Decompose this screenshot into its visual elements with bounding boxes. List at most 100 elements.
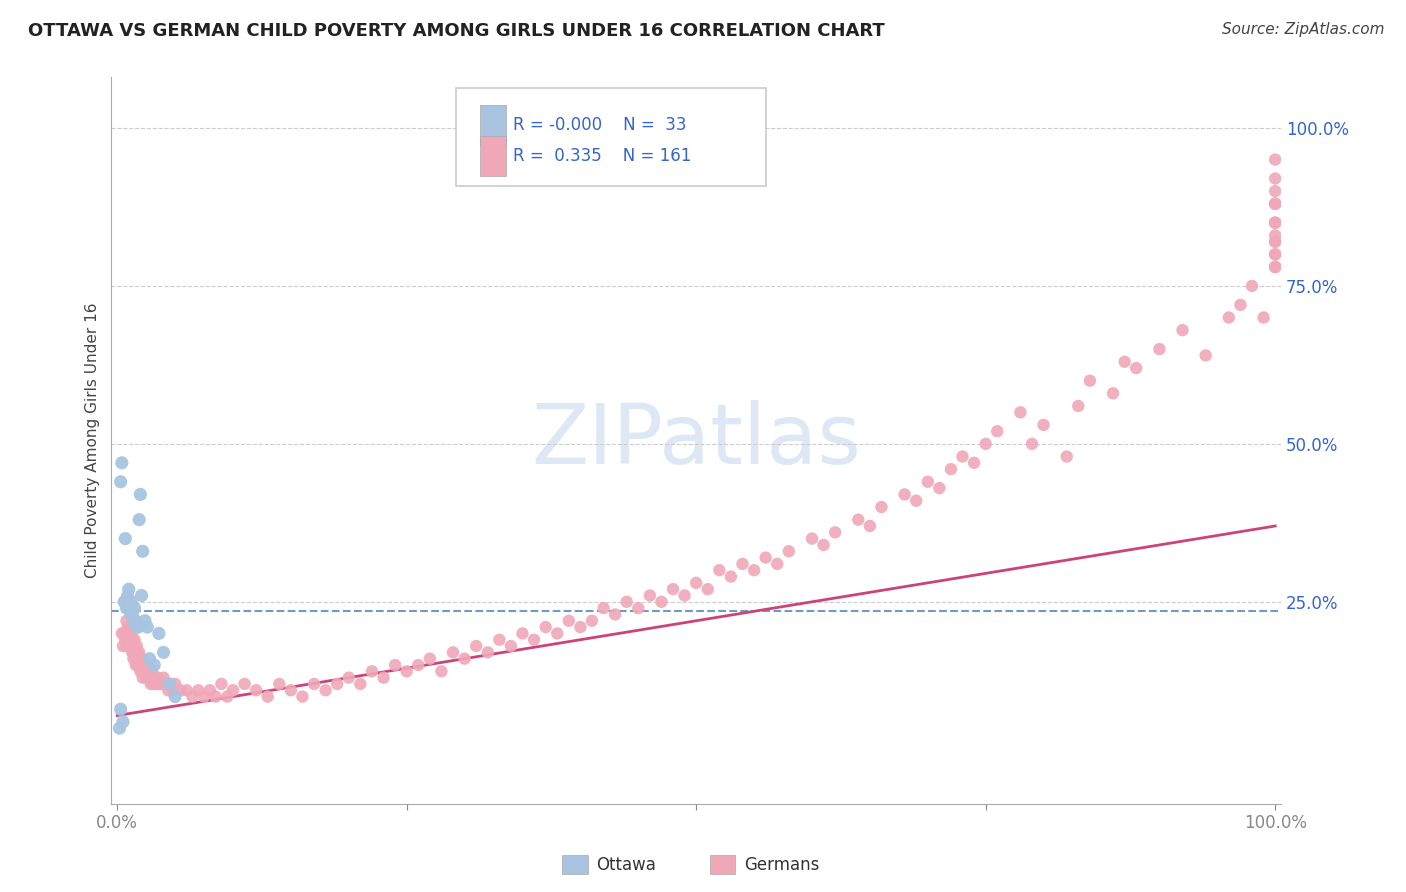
Point <box>1218 310 1240 325</box>
Point <box>1253 310 1275 325</box>
Point <box>315 683 337 698</box>
Point <box>1021 437 1043 451</box>
Point <box>650 595 672 609</box>
Point <box>110 475 132 489</box>
Point <box>204 690 226 704</box>
Point <box>952 450 974 464</box>
Point <box>118 620 141 634</box>
Point <box>395 665 418 679</box>
Point <box>129 651 152 665</box>
Point <box>138 651 160 665</box>
Point <box>419 651 441 665</box>
Point <box>245 683 267 698</box>
Point <box>162 683 184 698</box>
Point <box>846 513 869 527</box>
Point <box>128 513 150 527</box>
Point <box>430 665 453 679</box>
Point <box>122 651 145 665</box>
Point <box>134 614 156 628</box>
Point <box>129 487 152 501</box>
Point <box>209 677 232 691</box>
Point <box>122 639 145 653</box>
Point <box>176 683 198 698</box>
Point <box>181 690 204 704</box>
Point <box>627 601 650 615</box>
Point <box>1056 450 1078 464</box>
Point <box>1264 216 1286 230</box>
Point <box>114 532 136 546</box>
Point <box>143 658 166 673</box>
Point <box>963 456 986 470</box>
Point <box>1195 348 1218 362</box>
Point <box>118 639 141 653</box>
Point <box>117 589 139 603</box>
Point <box>974 437 997 451</box>
Point <box>117 620 139 634</box>
Point <box>638 589 661 603</box>
Point <box>859 519 882 533</box>
Point <box>157 677 180 691</box>
Text: OTTAWA VS GERMAN CHILD POVERTY AMONG GIRLS UNDER 16 CORRELATION CHART: OTTAWA VS GERMAN CHILD POVERTY AMONG GIR… <box>28 22 884 40</box>
Point <box>157 683 180 698</box>
Point <box>121 645 143 659</box>
Text: R = -0.000    N =  33: R = -0.000 N = 33 <box>513 116 686 134</box>
Point <box>111 714 134 729</box>
Point <box>605 607 627 622</box>
Point <box>523 632 546 647</box>
Point <box>165 677 187 691</box>
Point <box>112 626 135 640</box>
Point <box>152 671 174 685</box>
Point <box>127 620 149 634</box>
Point <box>256 690 278 704</box>
Point <box>141 665 163 679</box>
Point <box>269 677 291 691</box>
Point <box>1264 196 1286 211</box>
Point <box>125 645 148 659</box>
Point <box>893 487 915 501</box>
Point <box>1264 235 1286 249</box>
Point <box>1010 405 1032 419</box>
Point <box>138 665 160 679</box>
Point <box>824 525 846 540</box>
Point <box>125 658 148 673</box>
Point <box>917 475 939 489</box>
Point <box>118 626 141 640</box>
Point <box>198 683 221 698</box>
Point <box>1102 386 1125 401</box>
Point <box>1114 355 1136 369</box>
Point <box>142 677 165 691</box>
Point <box>302 677 325 691</box>
Point <box>546 626 568 640</box>
Point <box>131 589 153 603</box>
Point <box>136 620 159 634</box>
Point <box>1125 361 1147 376</box>
FancyBboxPatch shape <box>479 105 506 145</box>
Point <box>488 632 510 647</box>
Point <box>512 626 534 640</box>
Point <box>134 665 156 679</box>
Text: ZIPatlas: ZIPatlas <box>531 401 860 481</box>
Point <box>1078 374 1101 388</box>
Point <box>131 671 153 685</box>
Point <box>121 607 143 622</box>
Point <box>222 683 245 698</box>
Point <box>592 601 614 615</box>
Point <box>111 626 134 640</box>
Point <box>709 563 731 577</box>
Point <box>534 620 557 634</box>
Point <box>928 481 950 495</box>
Point <box>499 639 522 653</box>
Point <box>146 671 169 685</box>
Point <box>128 658 150 673</box>
Point <box>111 456 134 470</box>
Point <box>291 690 314 704</box>
Point <box>125 639 148 653</box>
Point <box>143 671 166 685</box>
Point <box>120 626 142 640</box>
Point <box>131 651 153 665</box>
Point <box>125 651 148 665</box>
Point <box>801 532 824 546</box>
Point <box>120 607 142 622</box>
Text: R =  0.335    N = 161: R = 0.335 N = 161 <box>513 147 690 165</box>
Text: Source: ZipAtlas.com: Source: ZipAtlas.com <box>1222 22 1385 37</box>
